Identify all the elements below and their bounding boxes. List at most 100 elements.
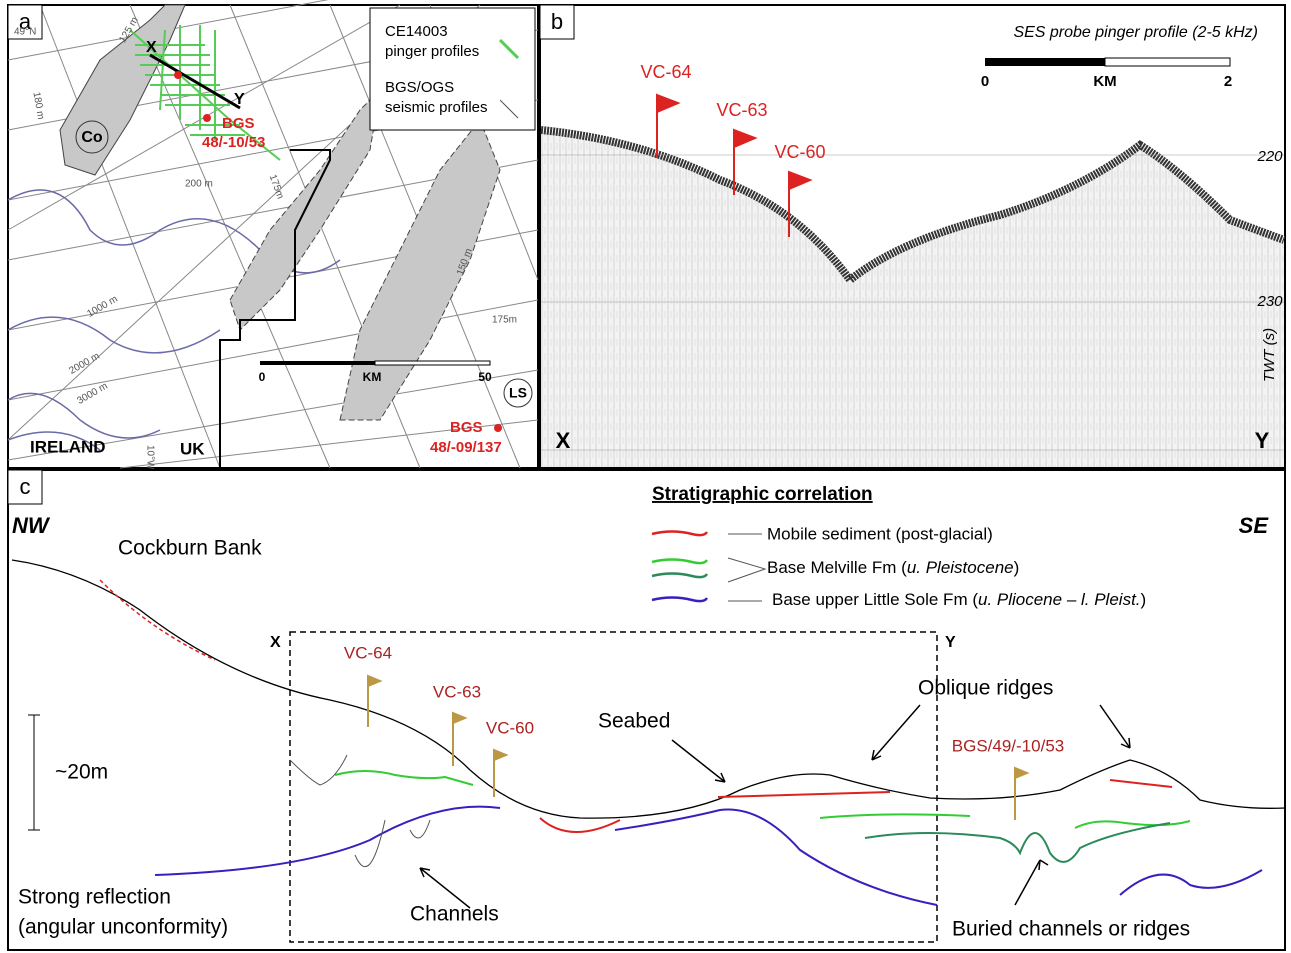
shape	[289, 631, 938, 943]
shape	[99, 579, 216, 661]
shape	[493, 748, 509, 762]
panel-a: a CE14003 pinger profiles BGS/OGS seismi…	[7, 0, 539, 470]
flag-label: VC-64	[344, 643, 392, 662]
label: b	[551, 9, 563, 34]
label: BGS	[450, 419, 483, 436]
group	[419, 704, 1131, 909]
legend-text: BGS/OGS	[385, 79, 454, 96]
shape	[419, 867, 471, 909]
label: 2	[1224, 73, 1232, 90]
label: 175m	[492, 315, 517, 326]
legend-text: Mobile sediment (post-glacial)	[767, 524, 993, 543]
label: Y	[234, 91, 245, 108]
label: Channels	[410, 903, 499, 926]
shape	[494, 424, 502, 432]
shape	[1099, 704, 1131, 749]
flag-label: VC-63	[433, 682, 481, 701]
group	[367, 674, 1030, 820]
shape	[7, 4, 43, 40]
shape	[1109, 779, 1173, 788]
shape	[788, 170, 813, 191]
panel-b: b SES probe pinger profile (2-5 kHz) 0 K…	[539, 4, 1286, 469]
shape	[1119, 869, 1263, 896]
label: SE	[1239, 513, 1270, 538]
label: 48/-10/53	[202, 134, 265, 151]
flag-label: VC-60	[774, 142, 825, 162]
shape	[864, 822, 1171, 863]
shape	[203, 114, 211, 122]
label: 230	[1256, 293, 1283, 310]
label: TWT (s)	[1261, 328, 1278, 382]
label: SES probe pinger profile (2-5 kHz)	[1013, 24, 1258, 41]
shape	[7, 392, 161, 439]
label: Y	[1255, 428, 1270, 453]
label: X	[556, 428, 571, 453]
label: 0	[259, 370, 266, 384]
shape	[614, 808, 938, 906]
shape	[1014, 766, 1030, 780]
label: Oblique ridges	[918, 677, 1053, 700]
label: c	[20, 474, 31, 499]
label: 180 m	[30, 91, 46, 120]
shape: Base Melville Fm (u. Pleistocene)	[767, 558, 1019, 577]
shape	[39, 4, 539, 469]
label: a	[19, 9, 32, 34]
shape	[149, 53, 241, 110]
legend-text: seismic profiles	[385, 99, 488, 116]
shape	[541, 130, 1284, 467]
shape	[651, 558, 709, 565]
legend-text: pinger profiles	[385, 43, 479, 60]
shape	[671, 739, 726, 783]
label: X	[146, 39, 157, 56]
shape	[452, 711, 468, 725]
shape	[540, 126, 1286, 286]
shape	[7, 469, 1286, 951]
shape	[11, 559, 1286, 819]
shape	[503, 378, 533, 408]
legend-text: )	[1141, 590, 1147, 609]
flag-label: VC-60	[486, 718, 534, 737]
shape	[174, 71, 182, 79]
shape	[651, 572, 709, 579]
label: Co	[81, 129, 103, 146]
shape	[1104, 57, 1231, 67]
label: Strong reflection	[18, 886, 171, 909]
label: X	[270, 634, 281, 651]
group: CE14003 pinger profiles BGS/OGS seismic …	[385, 23, 488, 116]
shape	[651, 596, 709, 603]
shape	[28, 714, 40, 831]
shape	[499, 99, 519, 119]
label: 50	[478, 370, 492, 384]
flag-label: VC-63	[716, 100, 767, 120]
shape	[1074, 820, 1191, 829]
label: KM	[1093, 73, 1116, 90]
legend-text: Stratigraphic correlation	[652, 484, 873, 505]
flag-label: VC-64	[640, 62, 691, 82]
label: BGS	[222, 115, 255, 132]
shape	[539, 4, 575, 40]
shape	[717, 791, 891, 798]
shape	[651, 530, 709, 537]
legend-text: Base upper Little Sole Fm (	[772, 590, 978, 609]
flag-label: BGS/49/-10/53	[952, 736, 1064, 755]
shape	[7, 431, 101, 451]
label: UK	[180, 439, 205, 458]
shape	[1014, 859, 1049, 906]
label: 200 m	[185, 179, 213, 190]
legend-text: u. Pleistocene	[907, 558, 1014, 577]
shape	[334, 770, 474, 786]
label: Buried channels or ridges	[952, 918, 1190, 941]
shape	[59, 4, 186, 176]
shape	[7, 316, 221, 354]
label: 48/-09/137	[430, 439, 502, 456]
label: 49°N	[14, 27, 36, 38]
shape	[289, 754, 431, 868]
shape	[819, 813, 971, 819]
shape	[369, 7, 536, 131]
shape	[7, 469, 43, 505]
panel-c: c NW SE Cockburn Bank Stratigraphic corr…	[7, 469, 1286, 951]
shape	[985, 58, 1105, 66]
label: Y	[945, 634, 956, 651]
shape	[219, 149, 331, 468]
